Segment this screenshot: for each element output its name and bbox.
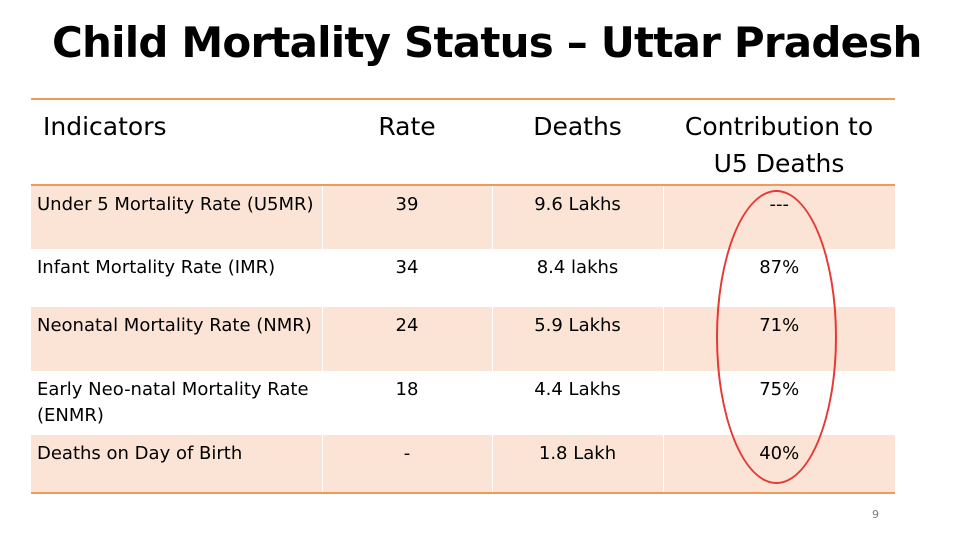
- rate-cell: 34: [322, 249, 493, 307]
- page-number: 9: [872, 508, 879, 521]
- deaths-cell: 5.9 Lakhs: [492, 307, 664, 371]
- rate-cell: -: [322, 435, 493, 493]
- deaths-cell: 4.4 Lakhs: [492, 371, 664, 435]
- indicator-cell: Deaths on Day of Birth: [31, 435, 323, 493]
- rate-cell: 39: [322, 185, 493, 249]
- mortality-table: Indicators Rate Deaths Contribution to U…: [31, 98, 895, 494]
- table-row: Deaths on Day of Birth - 1.8 Lakh 40%: [31, 435, 895, 493]
- table-row: Under 5 Mortality Rate (U5MR) 39 9.6 Lak…: [31, 185, 895, 249]
- header-indicators: Indicators: [43, 112, 167, 141]
- contribution-cell: 87%: [759, 257, 800, 278]
- contribution-cell: 71%: [759, 315, 800, 336]
- header-contribution-line1: Contribution to: [684, 112, 874, 141]
- deaths-cell: 9.6 Lakhs: [492, 185, 664, 249]
- deaths-cell: 8.4 lakhs: [492, 249, 664, 307]
- indicator-cell: Neonatal Mortality Rate (NMR): [31, 307, 323, 371]
- contribution-cell: 40%: [759, 443, 800, 464]
- indicator-cell: Under 5 Mortality Rate (U5MR): [31, 185, 323, 249]
- header-rate: Rate: [378, 112, 436, 141]
- rate-cell: 24: [322, 307, 493, 371]
- indicator-cell: Early Neo-natal Mortality Rate (ENMR): [31, 371, 323, 435]
- slide-title: Child Mortality Status – Uttar Pradesh: [52, 18, 922, 67]
- table-row: Infant Mortality Rate (IMR) 34 8.4 lakhs…: [31, 249, 895, 307]
- contribution-cell: 75%: [759, 379, 800, 400]
- header-deaths: Deaths: [533, 112, 622, 141]
- table-row: Early Neo-natal Mortality Rate (ENMR) 18…: [31, 371, 895, 435]
- rate-cell: 18: [322, 371, 493, 435]
- mortality-table-container: Indicators Rate Deaths Contribution to U…: [31, 98, 895, 494]
- deaths-cell: 1.8 Lakh: [492, 435, 664, 493]
- table-row: Neonatal Mortality Rate (NMR) 24 5.9 Lak…: [31, 307, 895, 371]
- table-header-row: Indicators Rate Deaths Contribution to U…: [31, 99, 895, 185]
- header-contribution-line2: U5 Deaths: [713, 149, 845, 178]
- contribution-cell: ---: [769, 194, 790, 215]
- header-contribution: Contribution to U5 Deaths: [663, 99, 895, 185]
- indicator-cell: Infant Mortality Rate (IMR): [31, 249, 323, 307]
